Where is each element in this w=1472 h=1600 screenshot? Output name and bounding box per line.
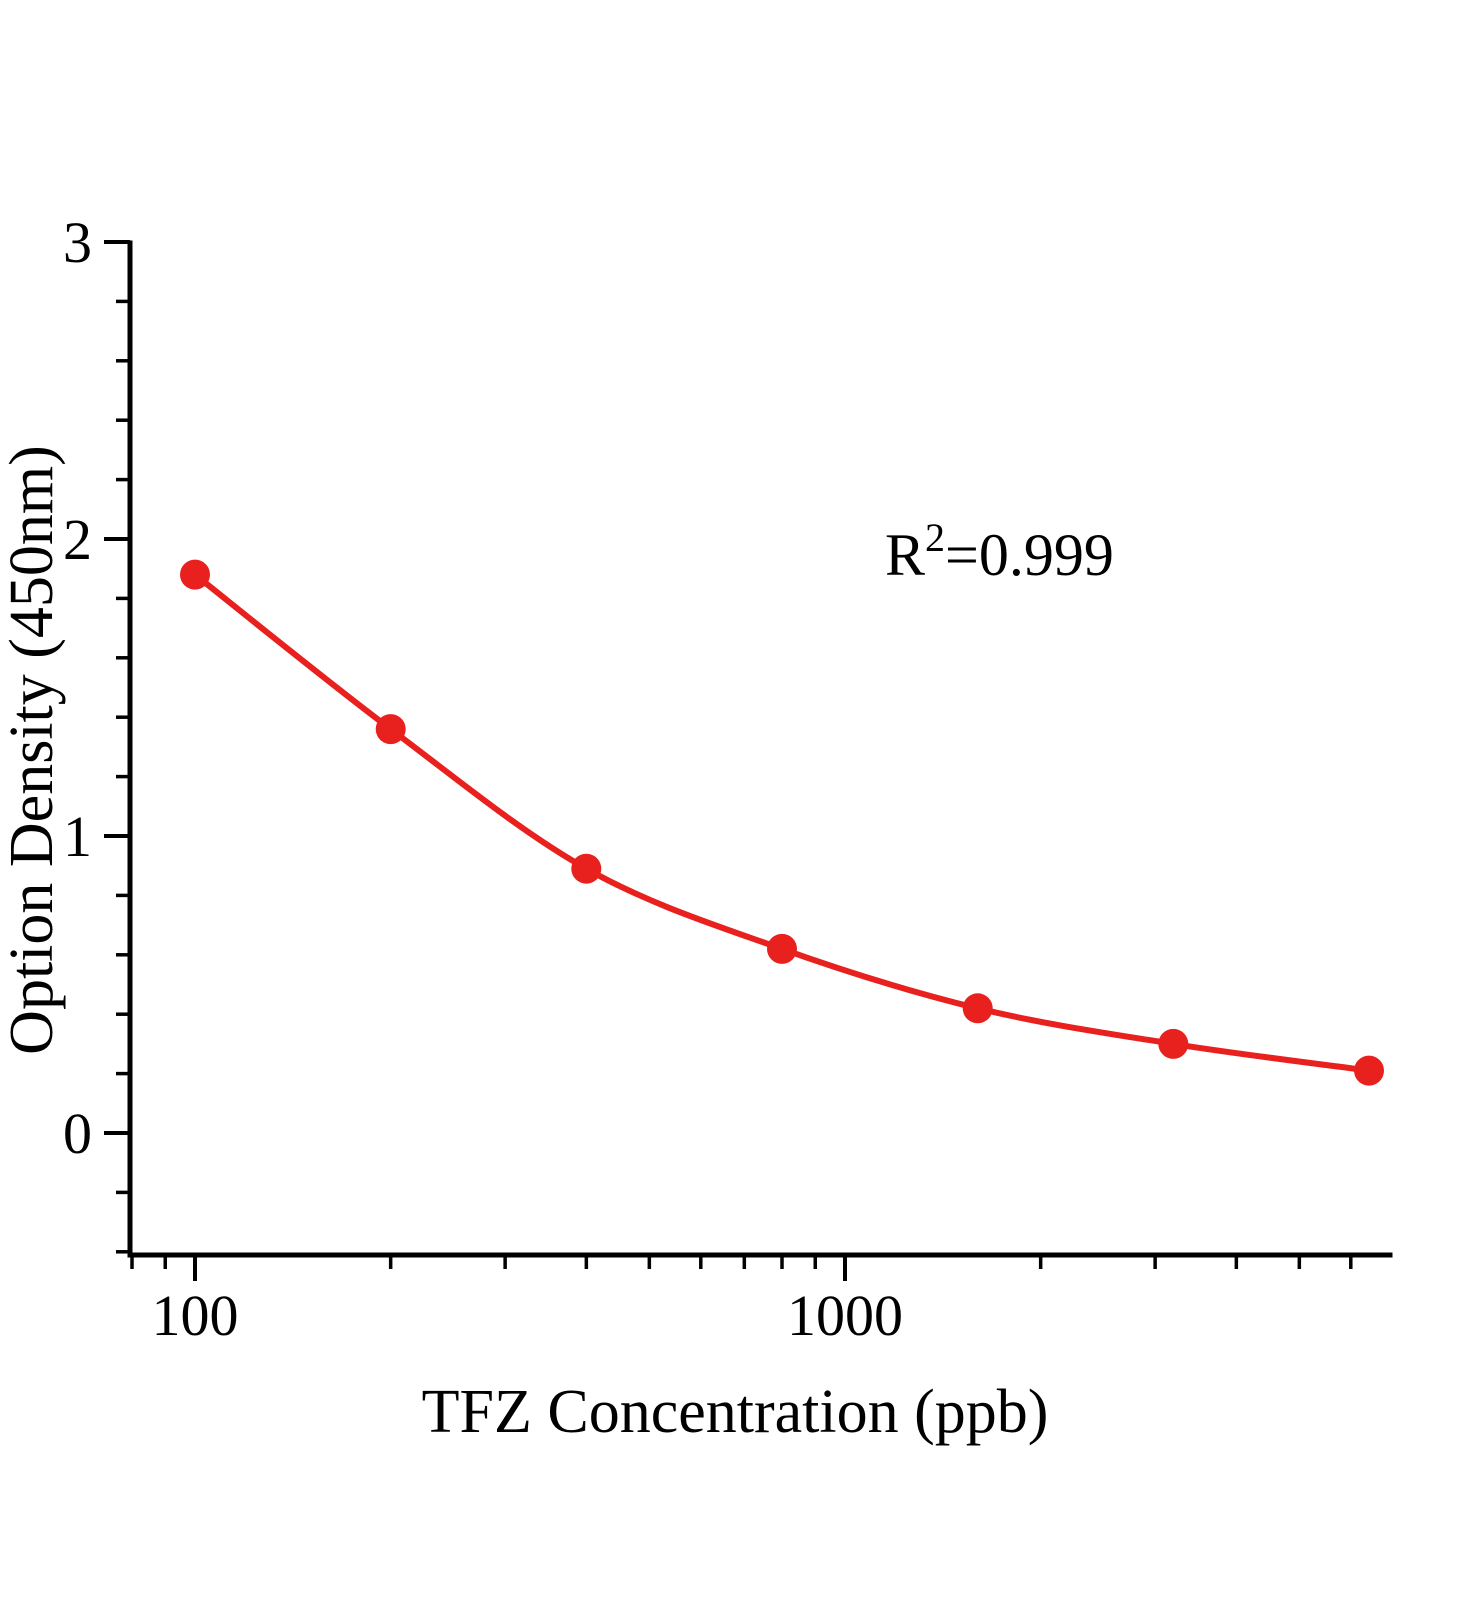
- y-axis-tick-label: 1: [63, 804, 92, 869]
- data-point: [571, 853, 602, 884]
- r-squared-superscript: 2: [925, 515, 945, 560]
- data-point: [1158, 1028, 1189, 1059]
- y-axis-title: Option Density (450nm): [0, 445, 66, 1055]
- r-squared-base: R: [885, 522, 925, 588]
- data-series: [180, 559, 1384, 1086]
- data-point: [1354, 1055, 1384, 1086]
- x-axis-tick-label: 1000: [787, 1283, 903, 1348]
- x-axis-title: TFZ Concentration (ppb): [422, 1378, 1049, 1446]
- x-axis-tick-label: 100: [152, 1283, 239, 1348]
- axes: 0 1 2 3 100 1000: [63, 210, 1393, 1348]
- y-axis-tick-label: 2: [63, 507, 92, 572]
- y-axis-tick-label: 0: [63, 1101, 92, 1166]
- fit-curve: [192, 571, 1372, 1074]
- r-squared-value: =0.999: [945, 522, 1114, 588]
- y-axis-tick-label: 3: [63, 210, 92, 275]
- data-point: [180, 559, 210, 590]
- data-point: [767, 933, 797, 964]
- data-point: [962, 993, 993, 1024]
- data-point: [375, 714, 406, 745]
- r-squared-annotation: R2=0.999: [885, 515, 1114, 588]
